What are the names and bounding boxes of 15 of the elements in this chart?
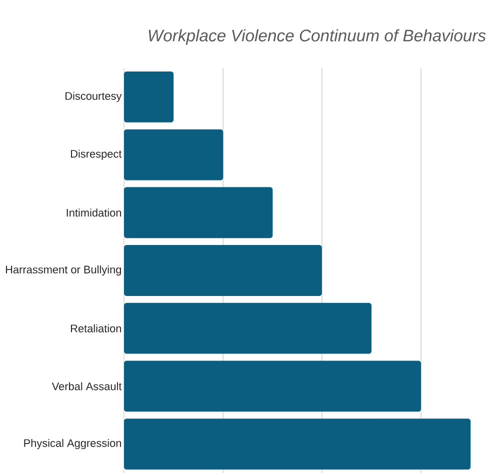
- bar: [124, 71, 174, 122]
- bar: [124, 129, 224, 180]
- bar: [124, 187, 273, 238]
- bar: [124, 302, 372, 354]
- bar: [124, 245, 322, 296]
- y-tick-label: Harrassment or Bullying: [6, 265, 122, 276]
- y-tick-label: Physical Aggression: [24, 438, 121, 450]
- bar: [124, 360, 422, 412]
- y-tick-label: Disrespect: [70, 150, 122, 160]
- bar: [124, 418, 471, 470]
- y-tick-label: Retaliation: [70, 324, 122, 332]
- y-tick-label: Intimidation: [66, 208, 122, 217]
- y-tick-label: Verbal Assault: [52, 382, 122, 390]
- chart-title: Workplace Violence Continuum of Behaviours: [148, 29, 486, 45]
- y-tick-label: Discourtesy: [66, 92, 122, 102]
